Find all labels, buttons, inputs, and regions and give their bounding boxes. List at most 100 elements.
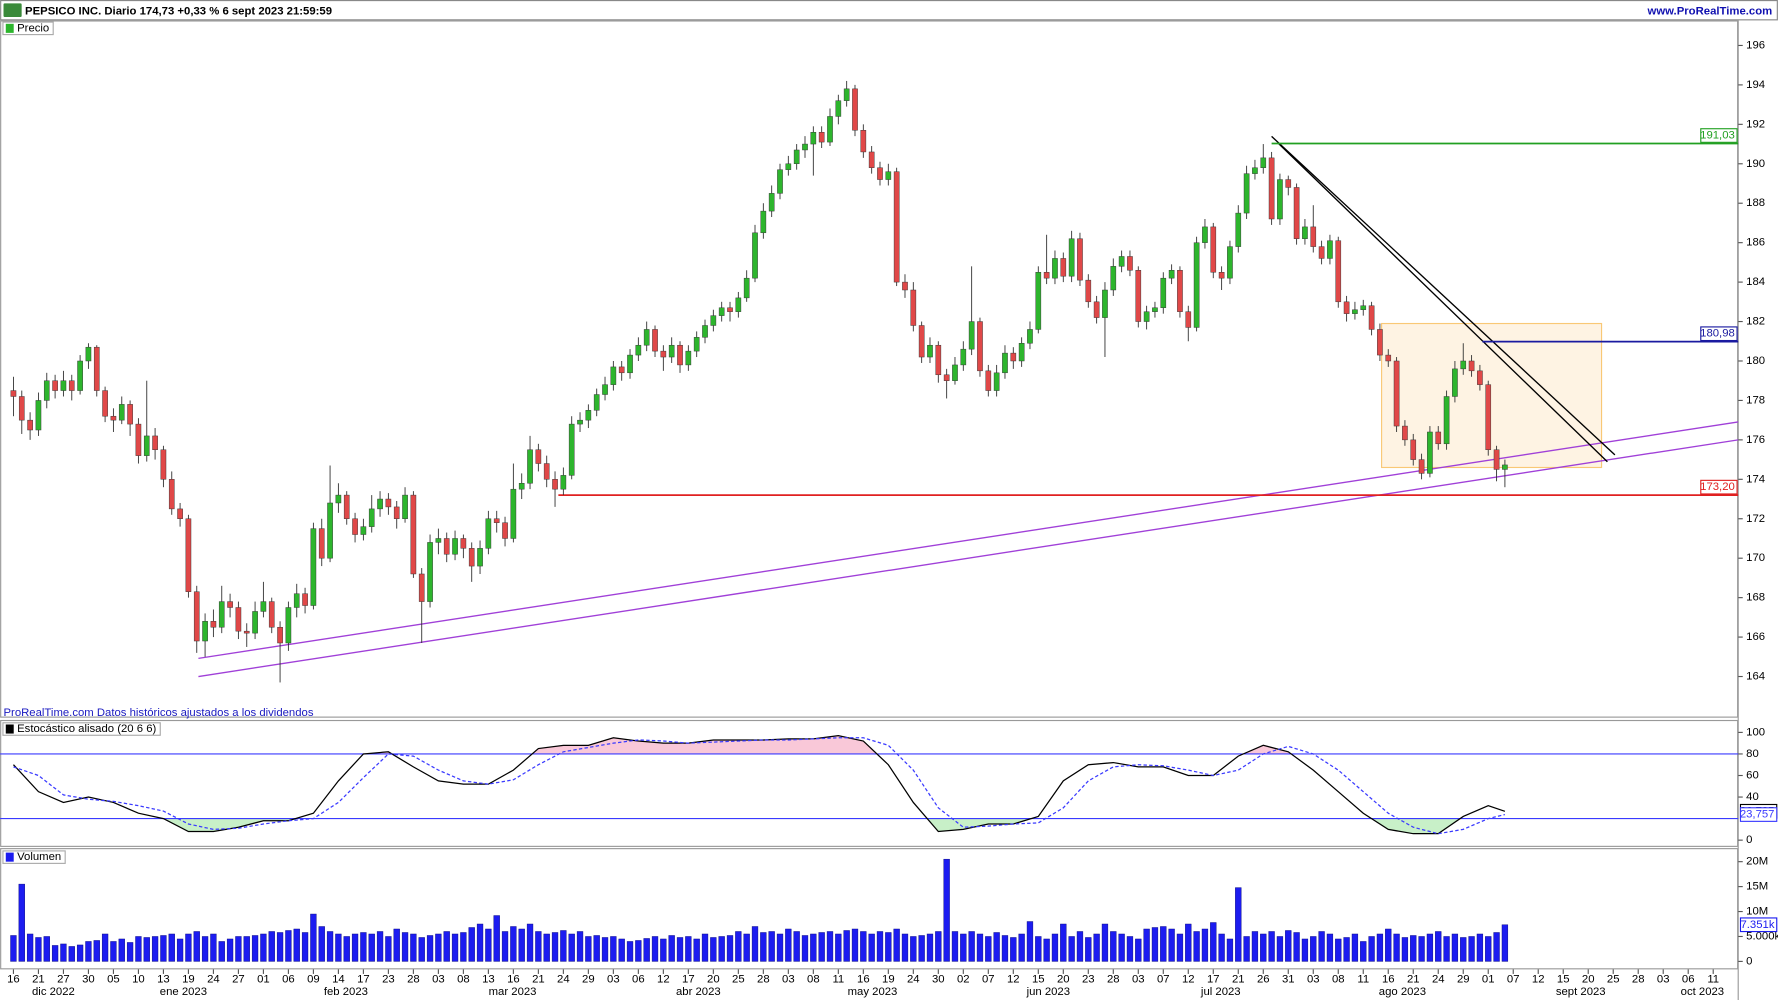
volume-bar	[301, 932, 309, 962]
candle-body	[1485, 384, 1492, 450]
x-tick-label: 13	[157, 974, 170, 986]
candle-body	[1418, 459, 1425, 474]
candle-body	[377, 498, 383, 510]
x-tick-label: 17	[682, 974, 695, 986]
candle-body	[360, 526, 367, 535]
candle-body	[460, 538, 467, 549]
month-label: feb 2023	[324, 986, 368, 998]
level-label-box	[1700, 128, 1738, 143]
candle-body	[1285, 179, 1292, 188]
candle-body	[785, 163, 792, 170]
candle-body	[1210, 226, 1217, 273]
volume-bar	[710, 937, 717, 962]
candle-body	[1077, 238, 1083, 281]
candle-body	[1118, 256, 1125, 267]
candle-body	[368, 508, 375, 527]
volume-bar	[776, 933, 784, 962]
volume-bar	[1335, 938, 1342, 962]
volume-bar	[401, 932, 409, 962]
candle-body	[902, 281, 908, 291]
candle-body	[1352, 309, 1358, 314]
x-tick-label: 23	[1082, 974, 1095, 986]
candle-body	[1018, 343, 1025, 362]
legend: Precio	[2, 21, 54, 36]
candle-body	[27, 419, 33, 431]
candle-body	[660, 350, 667, 358]
x-tick-label: 01	[257, 974, 270, 986]
candle-body	[718, 307, 725, 316]
legend: Volumen	[2, 850, 66, 864]
candle-body	[627, 354, 633, 374]
y-tick-label: 15M	[1746, 881, 1768, 893]
legend-swatch	[5, 724, 14, 734]
volume-bar	[626, 941, 634, 962]
volume-bar	[1368, 936, 1375, 962]
candle-body	[1368, 305, 1375, 330]
candle-body	[177, 508, 183, 519]
x-tick-label: 01	[1482, 974, 1495, 986]
candle-body	[1043, 272, 1050, 279]
candle-body	[435, 538, 442, 543]
volume-bar	[1285, 930, 1292, 962]
volume-bar	[935, 931, 942, 962]
volume-bar	[876, 931, 884, 962]
candle-body	[52, 380, 58, 391]
volume-bar	[576, 931, 584, 962]
candle-body	[118, 404, 125, 421]
candle-body	[343, 494, 350, 519]
candle-body	[1102, 289, 1108, 318]
volume-bar	[1085, 937, 1092, 962]
candle-body	[1002, 352, 1008, 374]
x-tick-label: 24	[207, 974, 220, 986]
x-tick-label: 08	[1332, 974, 1345, 986]
volume-bar	[1401, 937, 1409, 962]
volume-bar	[1251, 931, 1259, 962]
candle-body	[135, 423, 142, 456]
x-tick-label: 02	[957, 974, 970, 986]
volume-bar	[560, 930, 567, 962]
candle-body	[1152, 307, 1158, 312]
x-tick-label: 20	[1582, 974, 1595, 986]
candle-body	[318, 528, 325, 559]
y-tick-label: 170	[1746, 552, 1765, 564]
x-tick-label: 21	[1407, 974, 1420, 986]
x-tick-label: 07	[982, 974, 995, 986]
candle-body	[10, 390, 17, 397]
candle-body	[743, 277, 750, 299]
x-tick-label: 03	[1307, 974, 1320, 986]
candle-body	[143, 435, 150, 456]
volume-bar	[1410, 935, 1417, 962]
candle-body	[543, 463, 550, 480]
x-tick-label: 24	[557, 974, 570, 986]
volume-bar	[1460, 937, 1467, 962]
candle-body	[518, 483, 525, 490]
candle-body	[293, 593, 300, 608]
candle-body	[710, 315, 717, 326]
candle-body	[568, 423, 575, 476]
volume-bar	[760, 932, 767, 962]
volume-bar	[468, 927, 475, 962]
month-label: jun 2023	[1026, 986, 1070, 998]
month-label: sept 2023	[1556, 986, 1606, 998]
volume-bar	[293, 928, 300, 962]
volume-bar	[1018, 933, 1025, 962]
volume-bar	[243, 936, 250, 962]
volume-bar	[535, 931, 542, 962]
header-title: PEPSICO INC. Diario 174,73 +0,33 % 6 sep…	[25, 5, 332, 17]
candle-body	[1402, 425, 1408, 441]
candle-body	[1460, 360, 1467, 370]
x-tick-label: 06	[632, 974, 645, 986]
candle-body	[1343, 301, 1350, 314]
y-tick-label: 20M	[1746, 856, 1768, 868]
volume-bar	[151, 936, 159, 962]
value-label: 23,757	[1740, 809, 1775, 821]
candle-body	[252, 611, 258, 634]
candle-body	[1502, 464, 1508, 470]
volume-bar	[851, 928, 859, 962]
volume-bar	[426, 935, 434, 962]
candle-body	[268, 601, 275, 628]
volume-bar	[1101, 923, 1109, 962]
header-site[interactable]: www.ProRealTime.com	[1647, 5, 1773, 17]
y-tick-label: 100	[1746, 726, 1765, 738]
